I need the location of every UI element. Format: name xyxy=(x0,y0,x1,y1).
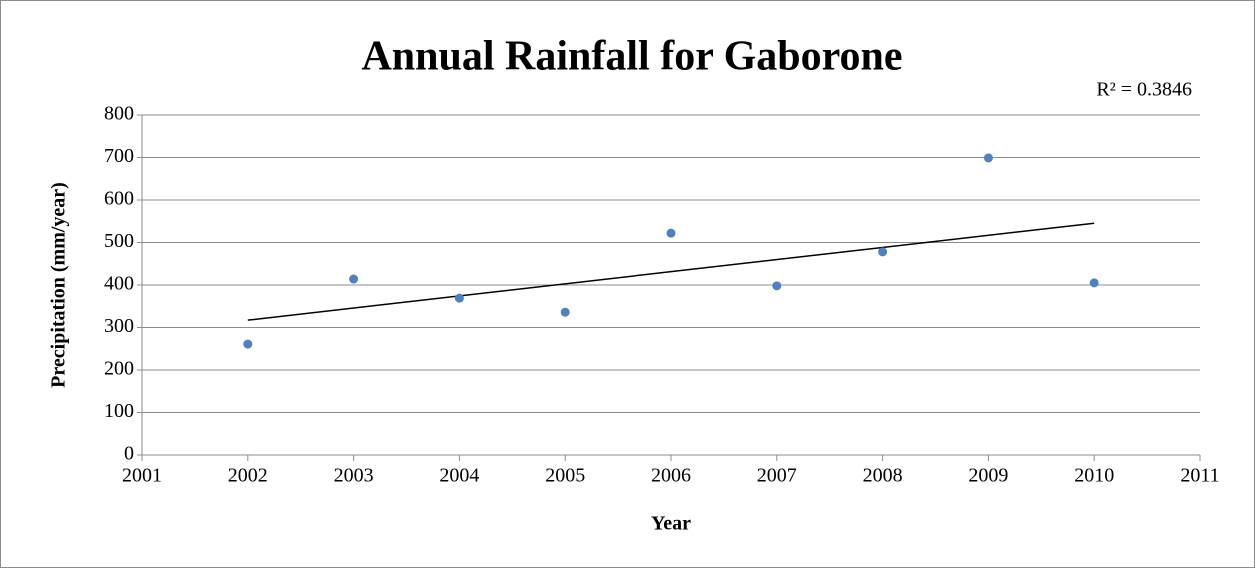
point xyxy=(1089,278,1099,288)
y-tick-label: 800 xyxy=(104,103,134,125)
point xyxy=(983,153,993,163)
x-tick-label: 2006 xyxy=(651,465,691,487)
chart-title: Annual Rainfall for Gaborone xyxy=(361,34,902,80)
point xyxy=(666,228,676,238)
point xyxy=(560,307,570,317)
y-tick-label: 200 xyxy=(104,358,134,380)
x-tick-label: 2009 xyxy=(968,465,1008,487)
x-tick-label: 2003 xyxy=(334,465,374,487)
x-tick-label: 2007 xyxy=(757,465,797,487)
point xyxy=(772,281,782,291)
x-tick-label: 2008 xyxy=(863,465,903,487)
point xyxy=(454,293,464,303)
y-tick-label: 0 xyxy=(124,443,134,465)
trendline xyxy=(247,222,1095,321)
x-tick-label: 2001 xyxy=(122,465,162,487)
y-tick-label: 400 xyxy=(104,273,134,295)
point xyxy=(243,339,253,349)
r-squared: R² = 0.3846 xyxy=(1096,79,1192,101)
x-axis-label: Year xyxy=(651,513,691,535)
y-tick-label: 300 xyxy=(104,315,134,337)
x-tick-label: 2004 xyxy=(439,465,479,487)
x-tick-label: 2005 xyxy=(545,465,585,487)
point xyxy=(878,247,888,257)
y-axis-label: Precipitation (mm/year) xyxy=(48,182,70,388)
y-tick-label: 700 xyxy=(104,145,134,167)
y-tick-label: 100 xyxy=(104,400,134,422)
point xyxy=(349,274,359,284)
y-tick-label: 500 xyxy=(104,230,134,252)
x-tick-label: 2010 xyxy=(1074,465,1114,487)
y-tick-label: 600 xyxy=(104,188,134,210)
x-tick-label: 2011 xyxy=(1180,465,1219,487)
x-tick-label: 2002 xyxy=(228,465,268,487)
